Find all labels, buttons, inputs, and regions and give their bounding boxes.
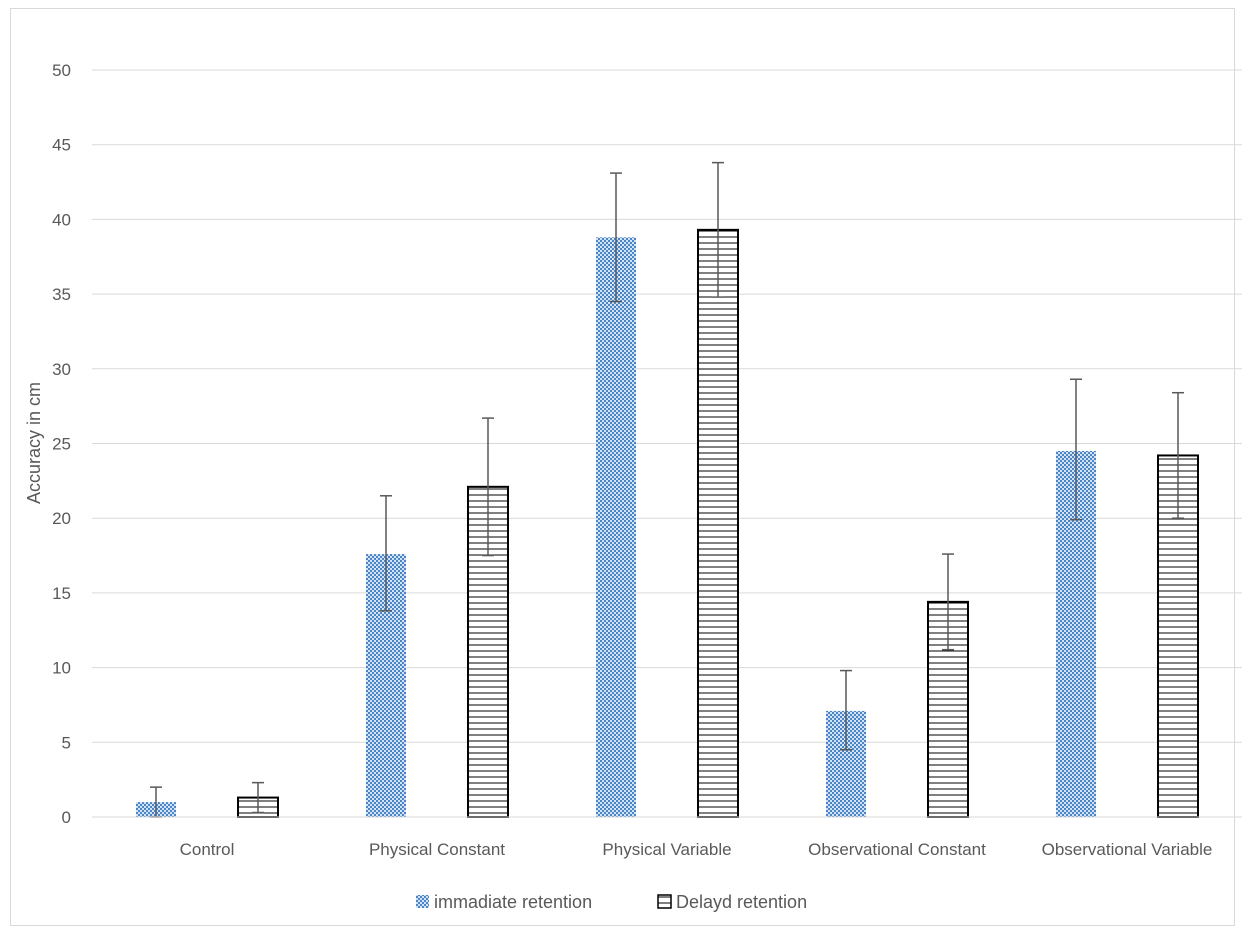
x-category-label: Observational Variable: [1042, 840, 1213, 859]
error-bar: [252, 781, 264, 814]
y-axis-title: Accuracy in cm: [24, 382, 44, 504]
error-bar: [840, 669, 852, 751]
y-tick-label: 25: [52, 435, 71, 454]
error-bar: [610, 172, 622, 303]
error-bar: [1070, 378, 1082, 521]
y-tick-label: 30: [52, 360, 71, 379]
y-tick-label: 10: [52, 659, 71, 678]
legend: immadiate retention Delayd retention: [416, 892, 807, 912]
legend-label: immadiate retention: [434, 892, 592, 912]
legend-swatch: [416, 895, 429, 908]
y-axis-ticks: 0 5 10 15 20 25 30 35 40 45 50: [52, 61, 71, 827]
y-tick-label: 50: [52, 61, 71, 80]
x-category-label: Observational Constant: [808, 840, 986, 859]
y-tick-label: 0: [62, 808, 71, 827]
bar-immediate: [596, 237, 636, 817]
error-bars: [150, 161, 1184, 818]
y-tick-label: 45: [52, 136, 71, 155]
error-bar: [1172, 391, 1184, 519]
y-tick-label: 15: [52, 584, 71, 603]
legend-label: Delayd retention: [676, 892, 807, 912]
legend-item: immadiate retention: [416, 892, 592, 912]
bar-delayed: [697, 228, 739, 819]
gridlines: [92, 69, 1242, 743]
y-tick-label: 20: [52, 509, 71, 528]
x-category-label: Physical Constant: [369, 840, 505, 859]
chart-frame: [10, 8, 1235, 926]
y-tick-label: 40: [52, 210, 71, 229]
legend-item: Delayd retention: [657, 892, 807, 912]
y-tick-label: 5: [62, 733, 71, 752]
x-category-label: Physical Variable: [602, 840, 731, 859]
y-tick-label: 35: [52, 285, 71, 304]
x-axis-categories: Control Physical Constant Physical Variabl…: [180, 840, 1213, 859]
error-bar: [712, 161, 724, 298]
bars: [136, 228, 1199, 819]
x-category-label: Control: [180, 840, 235, 859]
error-bar: [482, 417, 494, 557]
legend-swatch: [657, 894, 672, 909]
error-bar: [942, 553, 954, 651]
error-bar: [380, 495, 392, 612]
